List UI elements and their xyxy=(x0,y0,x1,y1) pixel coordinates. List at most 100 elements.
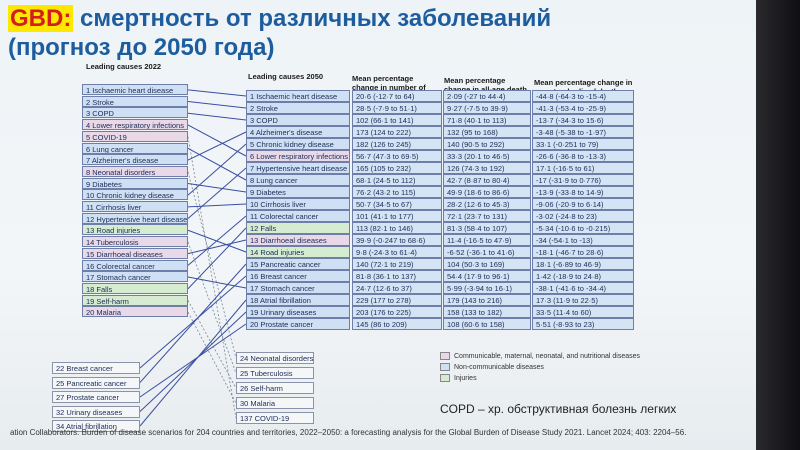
rank-connector xyxy=(187,112,247,121)
cause-2022-item: 10 Chronic kidney disease xyxy=(82,189,188,201)
cause-2022-item: 3 COPD xyxy=(82,107,188,119)
age-std-value: -13·9 (-33·8 to 14·9) xyxy=(532,186,634,198)
rank-connector-dashed xyxy=(187,241,237,374)
deaths-value: 39·9 (-0·247 to 68·6) xyxy=(352,234,442,246)
deaths-value: 140 (72·1 to 219) xyxy=(352,258,442,270)
cause-2022-extra-item: 34 Atrial fibrillation xyxy=(52,420,140,432)
all-age-value: 179 (143 to 216) xyxy=(443,294,531,306)
all-age-value: 33·3 (20·1 to 46·5) xyxy=(443,150,531,162)
cause-2050-item: 20 Prostate cancer xyxy=(246,318,350,330)
cause-2022-item: 9 Diabetes xyxy=(82,177,188,189)
age-std-value: -17 (-31·9 to 0·776) xyxy=(532,174,634,186)
deaths-value: 173 (124 to 222) xyxy=(352,126,442,138)
legend-swatch xyxy=(440,363,450,372)
header-causes-2050: Leading causes 2050 xyxy=(248,72,324,81)
all-age-value: 108 (60·6 to 158) xyxy=(443,318,531,330)
age-std-value: 18·1 (-6·89 to 46·9) xyxy=(532,258,634,270)
age-std-value: 17·3 (11·9 to 22·5) xyxy=(532,294,634,306)
deaths-value: 145 (86 to 209) xyxy=(352,318,442,330)
cause-2022-item: 16 Colorectal cancer xyxy=(82,259,188,271)
age-std-value: -44·8 (-64·3 to -15·4) xyxy=(532,90,634,102)
age-std-value: -3·02 (-24·8 to 23) xyxy=(532,210,634,222)
legend-swatch xyxy=(440,374,450,383)
rank-connector xyxy=(187,227,247,290)
cause-2022-item: 14 Tuberculosis xyxy=(82,236,188,248)
all-age-value: 126 (74·3 to 192) xyxy=(443,162,531,174)
legend-item: Injuries xyxy=(440,374,477,383)
cause-2050-extra-item: 30 Malaria xyxy=(236,397,314,409)
age-std-value: 33·5 (11·4 to 60) xyxy=(532,306,634,318)
all-age-value: 158 (133 to 182) xyxy=(443,306,531,318)
age-std-value: 33·1 (-0·251 to 79) xyxy=(532,138,634,150)
legend-swatch xyxy=(440,352,450,361)
all-age-value: 42·7 (8·87 to 80·4) xyxy=(443,174,531,186)
title-line2: (прогноз до 2050 года) xyxy=(8,34,275,61)
deaths-value: 101 (41·1 to 177) xyxy=(352,210,442,222)
rank-connector xyxy=(139,311,247,412)
age-std-value: -26·6 (-36·8 to -13·3) xyxy=(532,150,634,162)
deaths-value: 102 (66·1 to 141) xyxy=(352,114,442,126)
all-age-value: 9·27 (-7·5 to 39·9) xyxy=(443,102,531,114)
all-age-value: 28·2 (12·6 to 45·3) xyxy=(443,198,531,210)
rank-connector xyxy=(187,276,247,289)
age-std-value: -13·7 (-34·3 to 15·6) xyxy=(532,114,634,126)
cause-2050-item: 9 Diabetes xyxy=(246,186,350,198)
dark-frame-edge xyxy=(756,0,800,450)
rank-connector xyxy=(187,203,247,208)
cause-2022-item: 15 Diarrhoeal diseases xyxy=(82,247,188,259)
cause-2022-extra-item: 27 Prostate cancer xyxy=(52,391,140,403)
age-std-value: 1·42 (-18·9 to 24·8) xyxy=(532,270,634,282)
rank-connector xyxy=(187,167,247,219)
deaths-value: 56·7 (47·3 to 69·5) xyxy=(352,150,442,162)
deaths-value: 20·6 (-12·7 to 64) xyxy=(352,90,442,102)
cause-2050-item: 14 Road injuries xyxy=(246,246,350,258)
deaths-value: 81·8 (36·1 to 137) xyxy=(352,270,442,282)
all-age-value: 71·8 (40·1 to 113) xyxy=(443,114,531,126)
rank-connector xyxy=(187,89,247,97)
cause-2050-extra-item: 24 Neonatal disorders xyxy=(236,352,314,364)
age-std-value: -5·34 (-10·6 to -0·215) xyxy=(532,222,634,234)
rank-connector-dashed xyxy=(187,136,237,419)
rank-connector-dashed xyxy=(187,171,237,359)
deaths-value: 28·5 (-7·9 to 51·1) xyxy=(352,102,442,114)
deaths-value: 182 (126 to 245) xyxy=(352,138,442,150)
rank-connector xyxy=(139,323,247,398)
cause-2022-item: 5 COVID-19 xyxy=(82,130,188,142)
deaths-value: 50·7 (34·5 to 67) xyxy=(352,198,442,210)
cause-2050-item: 13 Diarrhoeal diseases xyxy=(246,234,350,246)
copd-note: COPD – хр. обструктивная болезнь легких xyxy=(440,402,677,416)
deaths-value: 68·1 (24·5 to 112) xyxy=(352,174,442,186)
all-age-value: -6·52 (-36·1 to 41·6) xyxy=(443,246,531,258)
cause-2022-extra-item: 25 Pancreatic cancer xyxy=(52,376,140,389)
cause-2050-item: 15 Pancreatic cancer xyxy=(246,258,350,270)
cause-2050-item: 17 Stomach cancer xyxy=(246,282,350,294)
age-std-value: -3·48 (-5·38 to -1·97) xyxy=(532,126,634,138)
cause-2050-extra-item: 137 COVID-19 xyxy=(236,412,314,424)
rank-connector xyxy=(139,275,247,369)
all-age-value: 2·09 (-27 to 44·4) xyxy=(443,90,531,102)
deaths-value: 9·8 (-24·3 to 61·4) xyxy=(352,246,442,258)
age-std-value: -9·06 (-20·9 to 6·14) xyxy=(532,198,634,210)
all-age-value: 54·4 (17·9 to 96·1) xyxy=(443,270,531,282)
rank-connector xyxy=(187,131,247,161)
rank-connector xyxy=(187,101,247,109)
legend-item: Communicable, maternal, neonatal, and nu… xyxy=(440,352,640,361)
cause-2050-extra-item: 26 Self-harm xyxy=(236,382,314,394)
cause-2022-item: 7 Alzheimer's disease xyxy=(82,154,188,166)
title-prefix: GBD: xyxy=(8,5,74,32)
legend-item: Non-communicable diseases xyxy=(440,363,544,372)
all-age-value: 5·99 (-3·94 to 16·1) xyxy=(443,282,531,294)
age-std-value: -18·1 (-46·7 to 28·6) xyxy=(532,246,634,258)
legend-label: Communicable, maternal, neonatal, and nu… xyxy=(454,353,640,360)
all-age-value: 104 (50·3 to 169) xyxy=(443,258,531,270)
all-age-value: 132 (95 to 168) xyxy=(443,126,531,138)
age-std-value: -38·1 (-41·6 to -34·4) xyxy=(532,282,634,294)
legend-label: Non-communicable diseases xyxy=(454,364,544,371)
cause-2050-item: 4 Alzheimer's disease xyxy=(246,126,350,138)
rank-connector xyxy=(187,124,247,157)
cause-2022-item: 13 Road injuries xyxy=(82,224,188,236)
all-age-value: 11·4 (-16·5 to 47·9) xyxy=(443,234,531,246)
cause-2022-item: 17 Stomach cancer xyxy=(82,271,188,283)
rank-connector xyxy=(139,299,247,427)
deaths-value: 24·7 (12·6 to 37) xyxy=(352,282,442,294)
